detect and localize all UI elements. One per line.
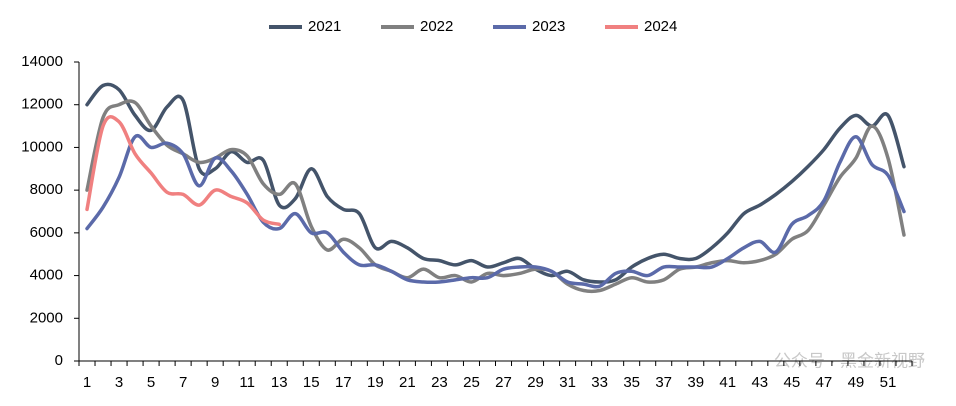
y-tick-label: 8000 [30,181,63,198]
series-line [85,82,906,284]
x-tick-label: 13 [271,374,288,391]
x-tick-label: 21 [399,374,416,391]
x-tick-label: 41 [719,374,736,391]
x-tick-label: 5 [147,374,155,391]
legend-label: 2023 [532,18,565,35]
x-tick-label: 23 [431,374,448,391]
x-tick-label: 11 [239,374,255,391]
x-tick-label: 43 [751,374,768,391]
x-tick-label: 27 [495,374,512,391]
x-tick-label: 29 [527,374,544,391]
x-tick-label: 45 [784,374,801,391]
x-tick-label: 9 [211,374,219,391]
x-tick-label: 39 [687,374,704,391]
y-tick-label: 4000 [30,267,63,284]
y-tick-label: 2000 [30,309,63,326]
x-tick-label: 17 [335,374,352,391]
y-tick-label: 6000 [30,224,63,241]
y-tick-label: 14000 [21,53,63,70]
legend-label: 2022 [420,18,453,35]
x-tick-label: 1 [83,374,91,391]
legend-label: 2024 [644,18,677,35]
x-tick-label: 47 [816,374,833,391]
x-tick-label: 3 [115,374,123,391]
x-tick-label: 49 [848,374,865,391]
x-tick-label: 35 [623,374,640,391]
x-tick-label: 7 [179,374,187,391]
x-tick-label: 25 [463,374,480,391]
x-tick-label: 19 [367,374,384,391]
y-tick-label: 12000 [21,96,63,113]
x-tick-label: 33 [591,374,608,391]
y-tick-label: 10000 [21,138,63,155]
x-tick-label: 15 [303,374,320,391]
legend-label: 2021 [308,18,341,35]
x-tick-label: 51 [880,374,897,391]
x-tick-label: 31 [559,374,576,391]
y-tick-label: 0 [55,352,63,369]
x-tick-label: 37 [655,374,672,391]
series-line [85,115,281,227]
series-line [85,133,906,289]
